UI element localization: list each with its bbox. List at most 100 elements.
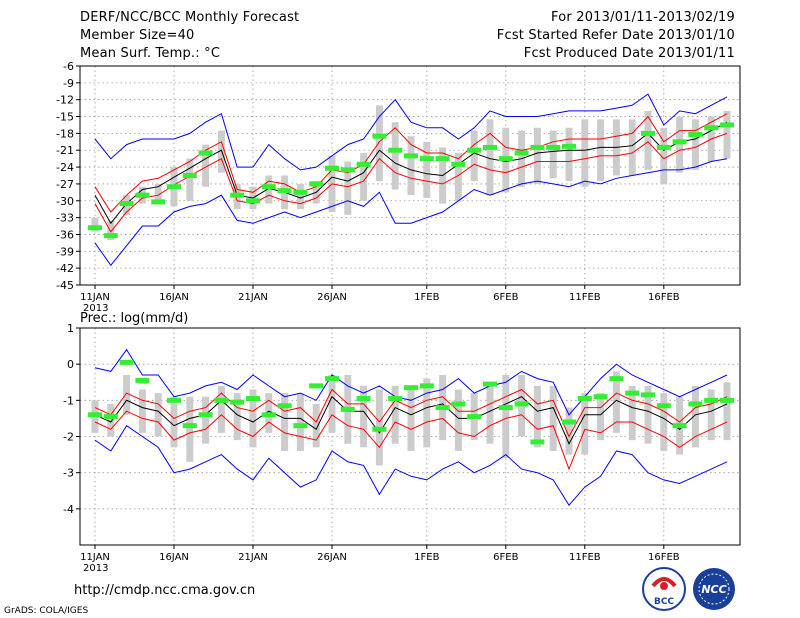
ensemble-spread-box (723, 382, 731, 441)
x-tick-label: 16JAN (159, 292, 189, 303)
observed-marker (514, 401, 529, 407)
ensemble-spread-box (107, 220, 115, 241)
ncc-logo: NCC (693, 568, 735, 610)
ensemble-spread-box (281, 393, 289, 451)
x-tick-label: 11FEB (569, 552, 601, 563)
ensemble-spread-box (186, 396, 194, 462)
series-line-ensemble-max (94, 93, 728, 171)
observed-marker (530, 144, 545, 150)
ensemble-spread-box (707, 389, 715, 441)
x-tick-label: 6FEB (493, 292, 518, 303)
chart-panel-1: -6 -9 -12 -15 -18 -21 -24 -27 -30 -33 -36 -39 -42 -45… (56, 60, 741, 314)
observed-marker (483, 381, 497, 387)
ensemble-spread-box (123, 375, 131, 415)
ensemble-spread-box (360, 153, 368, 201)
observed-marker (451, 401, 466, 407)
x-tick-label: 11JAN (80, 552, 110, 563)
ensemble-spread-box (423, 141, 431, 198)
ensemble-spread-box (154, 183, 162, 204)
series-line-upper-spread (94, 388, 728, 438)
ensemble-spread-box (170, 396, 178, 448)
observed-marker (246, 198, 260, 204)
ensemble-spread-box (628, 385, 636, 441)
series-line-ensemble-min (94, 158, 728, 267)
series-line-ensemble-max (94, 348, 728, 416)
observed-marker (325, 376, 339, 382)
observed-marker (593, 394, 608, 400)
ensemble-spread-box (549, 130, 557, 179)
source-url[interactable]: http://cmdp.ncc.cma.gov.cn (74, 583, 256, 598)
ensemble-spread-box (296, 183, 304, 210)
observed-marker (325, 165, 339, 171)
observed-marker (167, 184, 181, 190)
observed-marker (672, 139, 687, 145)
observed-marker (372, 133, 387, 139)
ensemble-spread-box (486, 119, 494, 196)
ensemble-spread-box (265, 175, 273, 204)
y-tick-label: -15 (56, 111, 74, 124)
observed-marker (167, 397, 181, 403)
observed-marker (530, 439, 545, 445)
observed-marker (625, 390, 640, 396)
y-tick-label: -45 (56, 279, 74, 292)
x-tick-label: 21JAN (238, 292, 268, 303)
ensemble-spread-box (328, 375, 336, 433)
observed-marker (340, 406, 355, 412)
observed-marker (135, 192, 150, 198)
forecast-produced-date: Fcst Produced Date 2013/01/11 (523, 46, 735, 61)
observed-marker (261, 184, 276, 190)
grads-credit: GrADS: COLA/IGES (4, 606, 89, 616)
plot-frame (79, 65, 741, 286)
series-line-lower-spread (94, 410, 728, 471)
chart-title: DERF/NCC/BCC Monthly Forecast (80, 10, 300, 25)
ensemble-spread-box (470, 130, 478, 182)
observed-marker (467, 414, 482, 420)
member-size: Member Size=40 (80, 28, 195, 43)
ensemble-spread-box (107, 403, 115, 437)
y-tick-label: -18 (56, 127, 74, 140)
ensemble-spread-box (423, 378, 431, 448)
variable-label: Mean Surf. Temp.: °C (80, 46, 221, 61)
observed-marker (198, 412, 213, 418)
x-tick-label: 6FEB (493, 552, 518, 563)
x-tick-label: 16FEB (648, 552, 680, 563)
observed-marker (688, 132, 703, 138)
x-tick-label: 26JAN (317, 292, 347, 303)
observed-marker (261, 412, 276, 418)
observed-marker (641, 392, 655, 398)
y-tick-label: -2 (63, 431, 74, 444)
ensemble-spread-box (186, 158, 194, 201)
observed-marker (356, 396, 371, 402)
ensemble-spread-box (581, 119, 589, 187)
panel-title: Prec.: log(mm/d) (80, 311, 188, 326)
y-tick-label: -3 (63, 467, 74, 480)
series-line-lower-spread (94, 132, 728, 233)
observed-marker (309, 383, 324, 389)
x-tick-label: 21JAN (238, 552, 268, 563)
observed-marker (277, 188, 292, 194)
ensemble-spread-box (312, 403, 320, 448)
observed-marker (119, 201, 134, 207)
x-tick-year-label: 2013 (83, 563, 108, 574)
ensemble-spread-box (644, 110, 652, 170)
observed-marker (514, 150, 529, 156)
observed-marker (88, 225, 102, 231)
observed-marker (103, 414, 118, 420)
y-tick-label: -27 (56, 178, 74, 191)
y-tick-label: 0 (67, 358, 74, 371)
ensemble-spread-box (217, 385, 225, 433)
observed-marker (467, 147, 482, 153)
observed-marker (435, 405, 450, 411)
ensemble-spread-box (628, 119, 636, 176)
y-tick-label: -24 (56, 161, 74, 174)
observed-marker (404, 385, 418, 391)
observed-marker (372, 426, 387, 432)
observed-marker (404, 153, 418, 159)
observed-marker (483, 144, 497, 150)
y-tick-label: -1 (63, 394, 74, 407)
ensemble-spread-box (691, 385, 699, 448)
x-tick-label: 16FEB (648, 292, 680, 303)
